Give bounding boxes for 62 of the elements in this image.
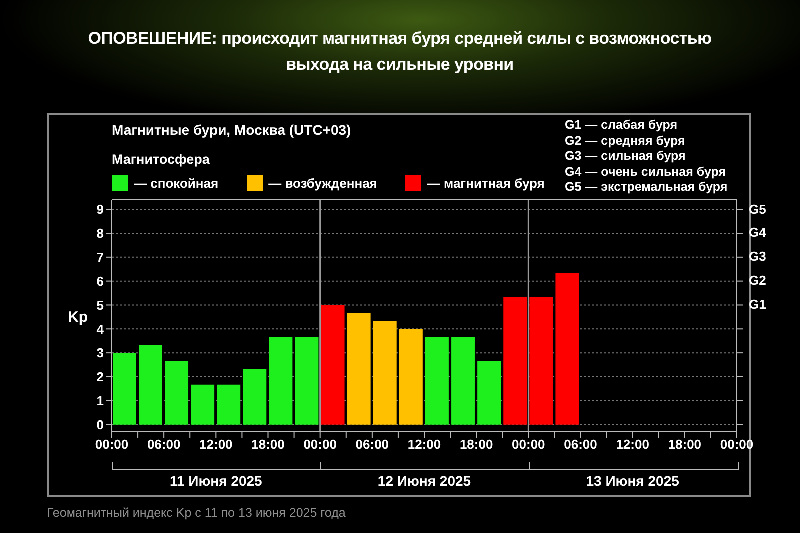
legend-label: — спокойная — [134, 176, 219, 190]
x-tick-label: 06:00 — [356, 437, 390, 452]
x-tick-label: 12:00 — [200, 437, 233, 452]
x-tick-label: 00:00 — [720, 437, 754, 452]
bar — [243, 369, 267, 425]
text: G3 — сильная буря — [565, 149, 687, 164]
bar — [295, 337, 319, 425]
chart-subtitle: Магнитные бури, Москва (UTC+03) — [112, 122, 352, 138]
text: G1 — [749, 296, 766, 314]
y-tick-label: 0 — [96, 417, 104, 432]
y-axis-title: Kp — [68, 309, 88, 326]
y-tick-label: 6 — [96, 274, 104, 289]
bar — [113, 353, 136, 425]
bar — [269, 337, 293, 425]
legend-label: — магнитная буря — [427, 176, 545, 190]
y-tick-label: 9 — [96, 202, 104, 218]
text: G5 — экстремальная буря — [565, 180, 728, 196]
bar — [347, 313, 371, 425]
bar — [399, 329, 423, 425]
bar — [452, 337, 475, 425]
text: Геомагнитный индекс Kp с 11 по 13 июня 2025 года — [47, 506, 346, 520]
bar — [556, 273, 580, 425]
x-tick-label: 00:00 — [95, 437, 129, 452]
bar — [373, 321, 397, 425]
bar — [321, 305, 345, 425]
bar — [530, 297, 554, 425]
x-tick-label: 00:00 — [512, 437, 546, 452]
text: 11 Июня 2025 — [168, 473, 264, 489]
y-tick-label: 7 — [96, 250, 104, 266]
x-tick-label: 00:00 — [304, 437, 337, 452]
text: G4 — очень сильная буря — [565, 164, 727, 180]
bar — [426, 337, 449, 425]
x-tick-label: 06:00 — [564, 437, 598, 452]
bar — [504, 297, 528, 425]
text: G2 — [749, 272, 766, 290]
text: G3 — [749, 248, 766, 266]
x-tick-label: 18:00 — [668, 437, 702, 452]
y-tick-label: 2 — [96, 370, 104, 385]
y-tick-label: 5 — [96, 298, 104, 313]
x-tick-label: 06:00 — [147, 437, 181, 452]
text: 13 Июня 2025 — [585, 473, 680, 489]
x-tick-label: 12:00 — [408, 437, 442, 452]
chart-title: ОПОВЕШЕНИЕ: происходит магнитная буря средней силы с возможностью выхода на сильные уровни — [87, 28, 713, 76]
text: G4 — [749, 224, 766, 242]
bar — [217, 384, 241, 425]
legend-label: — возбужденная — [268, 176, 378, 190]
y-tick-label: 3 — [96, 346, 104, 361]
x-tick-label: 12:00 — [616, 437, 650, 452]
text: 12 Июня 2025 — [376, 473, 472, 489]
y-tick-label: 4 — [96, 322, 105, 337]
y-tick-label: 8 — [96, 226, 104, 242]
y-tick-label: 1 — [96, 394, 104, 409]
text: G2 — средняя буря — [565, 134, 686, 149]
bar — [478, 360, 502, 425]
text: G5 — [749, 200, 766, 219]
x-tick-label: 18:00 — [460, 437, 494, 452]
text: G1 — слабая буря — [565, 118, 679, 134]
bar — [191, 384, 215, 425]
bar — [139, 345, 162, 425]
x-tick-label: 18:00 — [252, 437, 285, 452]
legend-title: Магнитосфера — [112, 152, 211, 167]
bar — [165, 360, 189, 425]
